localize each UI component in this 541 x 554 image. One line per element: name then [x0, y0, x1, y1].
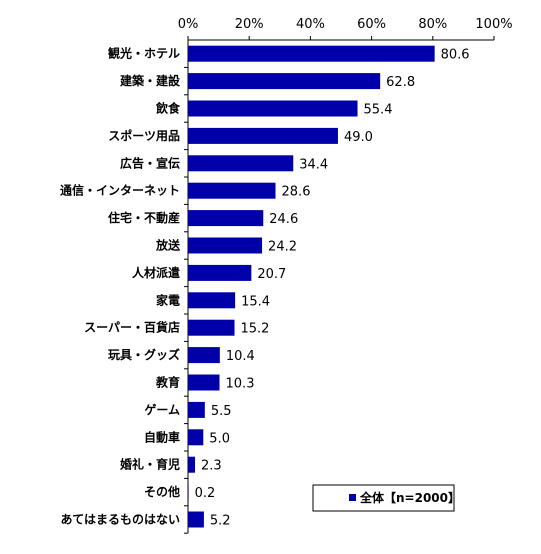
value-label: 10.3 — [226, 377, 255, 392]
bar — [188, 264, 252, 281]
value-label: 24.6 — [269, 212, 298, 227]
value-label: 5.2 — [210, 514, 231, 529]
bar — [188, 374, 220, 391]
value-label: 10.4 — [226, 349, 255, 364]
category-label: 放送 — [155, 238, 181, 253]
value-label: 49.0 — [344, 130, 373, 145]
category-label: 建築・建設 — [119, 73, 181, 88]
x-tick-label: 80% — [418, 17, 447, 32]
category-label: その他 — [144, 484, 180, 499]
category-label: 通信・インターネット — [60, 183, 180, 198]
x-tick-label: 0% — [178, 17, 199, 32]
value-label: 34.4 — [299, 157, 328, 172]
x-tick-label: 60% — [357, 17, 386, 32]
bar — [188, 511, 204, 528]
category-label: 家電 — [156, 292, 180, 307]
value-label: 80.6 — [441, 48, 470, 63]
bar — [188, 237, 263, 254]
axis-layer: 0% 20% 40% 60% 80% 100% 観光・ホテル建築・建設飲食スポーツ用品広告・… — [60, 17, 513, 534]
bar — [188, 155, 294, 172]
bar — [188, 182, 276, 199]
category-label: スポーツ用品 — [108, 128, 180, 143]
category-label: 飲食 — [155, 101, 181, 116]
category-label: 婚礼・育児 — [120, 457, 180, 472]
category-label: 観光・ホテル — [108, 46, 180, 61]
category-label: あてはまるものはない — [60, 513, 180, 527]
bar — [188, 100, 358, 117]
bar — [188, 401, 205, 418]
x-tick-label: 20% — [235, 17, 264, 32]
value-label: 24.2 — [268, 240, 297, 255]
bar — [188, 319, 235, 336]
value-label: 2.3 — [201, 459, 222, 474]
bars-layer: 80.6 62.8 55.4 49.0 34.4 28.6 24.6 24.2 20.7 15.4… — [188, 45, 470, 529]
category-label: 玩具・グッズ — [108, 347, 180, 362]
category-label: 広告・宣伝 — [120, 155, 180, 170]
value-label: 28.6 — [282, 185, 311, 200]
category-label: 人材派遣 — [132, 265, 180, 280]
value-label: 62.8 — [386, 75, 415, 90]
bar — [188, 210, 264, 227]
category-label: 教育 — [155, 375, 180, 390]
bar — [188, 127, 338, 144]
bar — [188, 484, 189, 501]
category-label: スーパー・百貨店 — [84, 320, 180, 335]
category-label: ゲーム — [144, 402, 180, 417]
value-label: 55.4 — [364, 103, 393, 118]
bar — [188, 429, 204, 446]
category-label: 住宅・不動産 — [108, 210, 180, 225]
value-label: 0.2 — [195, 486, 216, 501]
x-tick-label: 100% — [475, 17, 512, 32]
value-label: 5.0 — [209, 431, 230, 446]
value-label: 15.4 — [241, 294, 270, 309]
bar — [188, 347, 220, 364]
bar — [188, 292, 236, 309]
x-tick-label: 40% — [296, 17, 325, 32]
value-label: 5.5 — [211, 404, 232, 419]
value-label: 20.7 — [257, 267, 286, 282]
legend-label: 全体【n=2000】 — [359, 490, 460, 505]
category-label: 自動車 — [144, 429, 180, 444]
bar — [188, 45, 435, 62]
legend: 全体【n=2000】 — [312, 484, 460, 512]
bar — [188, 73, 381, 90]
bar — [188, 456, 196, 473]
legend-box — [312, 484, 455, 512]
legend-swatch — [349, 494, 356, 501]
value-label: 15.2 — [241, 322, 270, 337]
